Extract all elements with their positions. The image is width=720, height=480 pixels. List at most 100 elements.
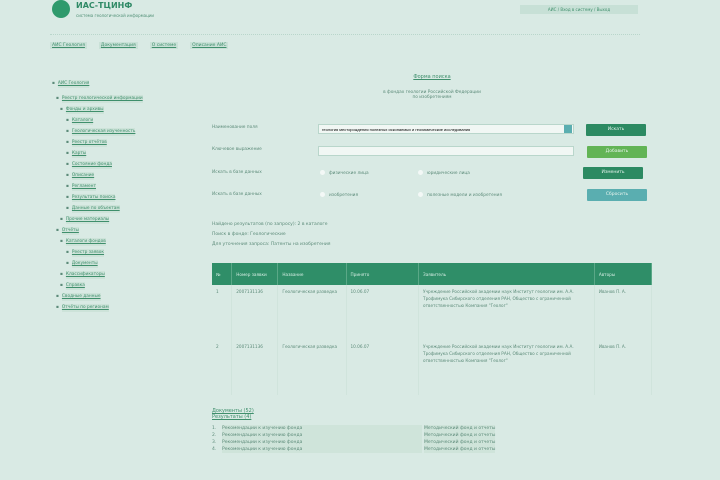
brand-title: ИАС-ТЦИНФ — [76, 1, 133, 10]
column-header[interactable]: Заявитель — [418, 263, 595, 285]
table-cell: Иванов П. А. — [594, 340, 653, 395]
nav-item[interactable]: Документация — [98, 42, 138, 49]
bullet-icon: ▪ — [66, 184, 69, 189]
form-title[interactable]: Форма поиска — [413, 74, 451, 80]
nav-item[interactable]: О системе — [149, 42, 179, 49]
nav-item[interactable]: АИС Геология — [50, 42, 87, 49]
radio-legal[interactable]: юридические лица — [418, 170, 470, 176]
search-button[interactable]: Искать — [586, 124, 646, 136]
top-nav: АИС Геология Документация О системе Опис… — [50, 42, 229, 49]
sidebar-item[interactable]: ▪ Каталоги — [66, 117, 94, 125]
table-row[interactable]: 2 2007131136 Геологическая разведка 10.06.0… — [212, 340, 653, 395]
keyword-field[interactable] — [318, 146, 574, 156]
radio-label: Искать в базе данных — [212, 192, 262, 197]
table-cell: Геологическая разведка — [277, 340, 347, 395]
sidebar-item[interactable]: ▪ Справка — [60, 282, 85, 290]
column-header[interactable]: Принято — [346, 263, 420, 285]
results-table: № Номер заявки Название Принято Заявитель Авт… — [212, 263, 653, 395]
search-form: Форма поиска в фондах геологии Российско… — [212, 70, 653, 453]
sidebar-item[interactable]: ▪ Состояние фонда — [66, 161, 112, 169]
bullet-icon: ▪ — [66, 162, 69, 167]
sidebar-item[interactable]: ▪ Фонды и архивы — [60, 106, 104, 114]
sidebar-item[interactable]: ▪ Классификаторы — [60, 271, 105, 279]
bullet-icon: ▪ — [66, 129, 69, 134]
list-item[interactable]: 4. Рекомендации к изучению фонда Методичес… — [212, 446, 496, 453]
sidebar-item[interactable]: ▪ Данные по объектам — [66, 205, 120, 213]
table-cell: Геологическая разведка — [277, 285, 347, 340]
bullet-icon: ▪ — [66, 140, 69, 145]
sidebar-item[interactable]: ▪ Каталоги фондов — [60, 238, 106, 246]
sidebar-item[interactable]: ▪ Отчёты по регионам — [56, 304, 109, 312]
bullet-icon: ▪ — [66, 206, 69, 211]
table-cell: Учреждение Российской академии наук Инст… — [418, 340, 595, 395]
sidebar-item[interactable]: ▪ Описание — [66, 172, 95, 180]
column-header[interactable]: Номер заявки — [231, 263, 279, 285]
sidebar-item[interactable]: ▪ Отчёты — [56, 227, 79, 235]
bullet-icon: ▪ — [56, 294, 59, 299]
column-header[interactable]: № — [212, 263, 233, 285]
table-cell: Иванов П. А. — [594, 285, 653, 340]
results-heading[interactable]: Результаты (4) — [212, 414, 252, 420]
bullet-icon: ▪ — [56, 228, 59, 233]
table-row[interactable]: 1 2007131136 Геологическая разведка 10.06.0… — [212, 285, 653, 340]
tagline: система геологической информации — [76, 13, 155, 18]
sidebar-item[interactable]: ▪ Регламент — [66, 183, 96, 191]
info-line: Поиск в фонде: Геологические — [212, 232, 286, 237]
bullet-icon: ▪ — [66, 151, 69, 156]
divider — [50, 34, 640, 35]
sidebar-item[interactable]: ▪ АИС Геология — [52, 80, 90, 88]
bullet-icon: ▪ — [66, 118, 69, 123]
subtitle: в фондах геологии Российской Федерации — [383, 90, 481, 95]
table-cell: 10.06.07 — [346, 340, 420, 395]
sidebar-item[interactable]: ▪ Сводные данные — [56, 293, 101, 301]
table-cell: 10.06.07 — [346, 285, 420, 340]
nav-item[interactable]: Описание АИС — [190, 42, 229, 49]
sidebar-item[interactable]: ▪ Реестр отчётов — [66, 139, 107, 147]
sidebar-item[interactable]: ▪ Реестр заявок — [66, 249, 105, 257]
sidebar-item[interactable]: ▪ Реестр геологической информации — [56, 95, 143, 103]
bullet-icon: ▪ — [60, 217, 63, 222]
bullet-icon: ▪ — [66, 250, 69, 255]
bullet-icon: ▪ — [66, 261, 69, 266]
bullet-icon: ▪ — [60, 239, 63, 244]
sidebar-item[interactable]: ▪ Карты — [66, 150, 87, 158]
list-item[interactable]: 1. Рекомендации к изучению фонда Методичес… — [212, 425, 496, 432]
field-label: Ключевое выражение — [212, 147, 262, 152]
column-header[interactable]: Название — [277, 263, 347, 285]
reset-button[interactable]: Сбросить — [587, 189, 647, 201]
sidebar-item[interactable]: ▪ Результаты поиска — [66, 194, 116, 202]
bullet-icon: ▪ — [66, 173, 69, 178]
table-cell: 1 — [212, 285, 233, 340]
list-item[interactable]: 3. Рекомендации к изучению фонда Методичес… — [212, 439, 496, 446]
table-cell: 2007131136 — [231, 340, 279, 395]
info-line: Для уточнения запроса: Патенты на изобре… — [212, 242, 331, 247]
sidebar-item[interactable]: ▪ Геологическая изученность — [66, 128, 136, 136]
logo-icon[interactable] — [52, 0, 70, 18]
table-cell: 2 — [212, 340, 233, 395]
sidebar-tree: ▪ АИС Геология ▪ Реестр геологической инфор… — [52, 80, 202, 315]
column-header[interactable]: Авторы — [594, 263, 653, 285]
table-cell: 2007131136 — [231, 285, 279, 340]
bullet-icon: ▪ — [52, 81, 55, 86]
radio-inventions[interactable]: изобретения — [320, 192, 358, 198]
name-field[interactable] — [318, 124, 574, 134]
info-line: Найдено результатов (по запросу): 2 в ка… — [212, 222, 328, 227]
login-link[interactable]: АИС / Вход в систему / Выход — [520, 5, 638, 14]
radio-individuals[interactable]: физические лица — [320, 170, 369, 176]
radio-models[interactable]: полезные модели и изобретения — [418, 192, 502, 198]
sidebar-item[interactable]: ▪ Прочие материалы — [60, 216, 110, 224]
list-item[interactable]: 2. Рекомендации к изучению фонда Методичес… — [212, 432, 496, 439]
sidebar-item[interactable]: ▪ Документы — [66, 260, 98, 268]
dropdown-icon[interactable] — [564, 125, 572, 133]
bullet-icon: ▪ — [56, 305, 59, 310]
bullet-icon: ▪ — [56, 96, 59, 101]
subtitle: по изобретениям — [412, 95, 452, 100]
bullet-icon: ▪ — [66, 195, 69, 200]
add-button[interactable]: Добавить — [587, 146, 647, 158]
bullet-icon: ▪ — [60, 107, 63, 112]
bullet-icon: ▪ — [60, 272, 63, 277]
table-cell: Учреждение Российской академии наук Инст… — [418, 285, 595, 340]
field-label: Наименование поля — [212, 125, 258, 130]
documents-heading[interactable]: Документы (52) — [212, 408, 254, 414]
change-button[interactable]: Изменить — [583, 167, 643, 179]
